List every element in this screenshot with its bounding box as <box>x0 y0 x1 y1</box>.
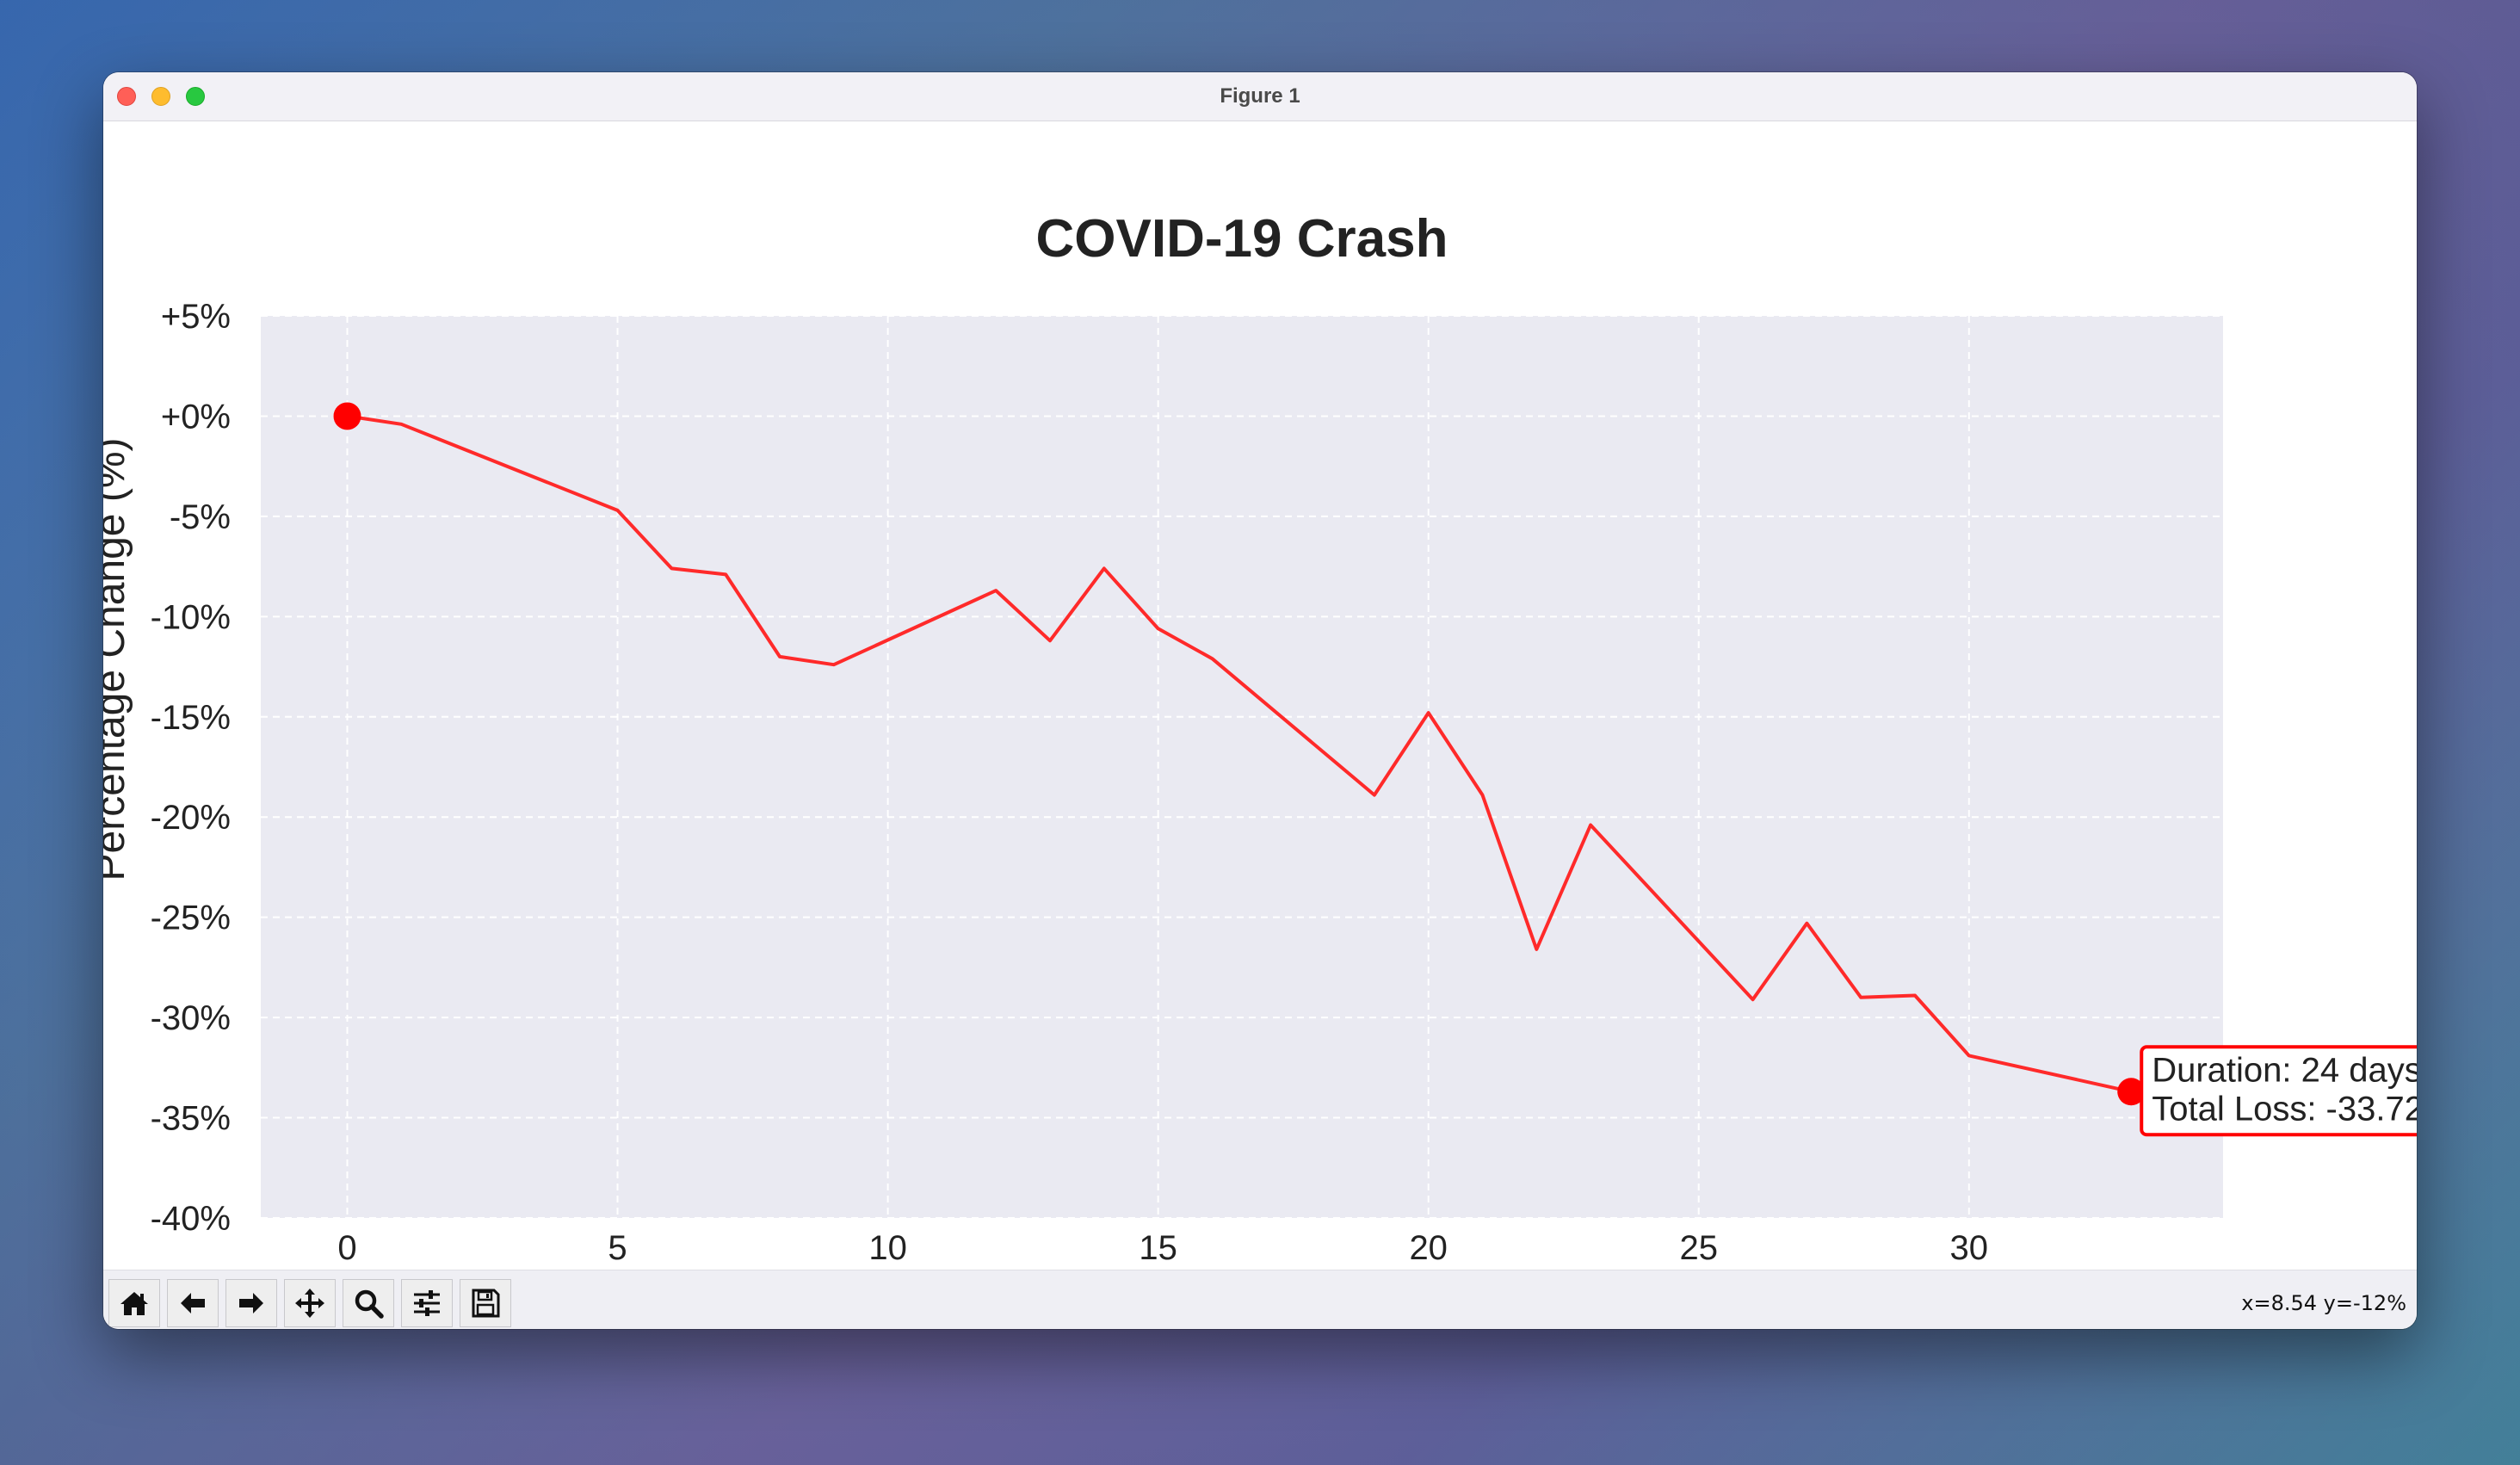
arrow-left-icon <box>181 1293 205 1314</box>
minimize-window-button[interactable] <box>151 87 170 106</box>
line-chart: COVID-19 Crash 0 5 10 15 20 25 30 +5% +0% -5% -10% -… <box>103 209 2417 1267</box>
x-tick-label: 15 <box>1139 1229 1177 1267</box>
y-axis-label: Percentage Change (%) <box>103 438 133 881</box>
plot-area <box>261 316 2223 1218</box>
data-point-marker <box>2117 1078 2146 1106</box>
close-window-button[interactable] <box>117 87 136 106</box>
y-tick-label: -35% <box>151 1100 231 1138</box>
annotation-text: Duration: 24 days <box>2152 1051 2417 1089</box>
forward-button[interactable] <box>225 1279 277 1327</box>
chart-title: COVID-19 Crash <box>1036 209 1448 269</box>
y-tick-label: -30% <box>151 999 231 1037</box>
configure-subplots-button[interactable] <box>401 1279 453 1327</box>
save-button[interactable] <box>460 1279 511 1327</box>
annotation-text: Total Loss: -33.72% <box>2152 1090 2417 1128</box>
cursor-coordinates: x=8.54 y=-12% <box>2241 1291 2406 1315</box>
y-tick-label: -15% <box>151 699 231 737</box>
pan-button[interactable] <box>284 1279 336 1327</box>
home-button[interactable] <box>108 1279 160 1327</box>
back-button[interactable] <box>167 1279 219 1327</box>
annotation-box <box>2140 1045 2417 1137</box>
y-tick-label: +0% <box>161 398 231 436</box>
x-tick-label: 5 <box>608 1229 627 1267</box>
y-tick-label: +5% <box>161 298 231 336</box>
x-tick-label: 30 <box>1950 1229 1989 1267</box>
window-title: Figure 1 <box>1220 84 1300 108</box>
y-tick-label: -10% <box>151 598 231 636</box>
data-point-marker <box>333 402 361 430</box>
y-tick-label: -20% <box>151 799 231 837</box>
figure-canvas[interactable]: COVID-19 Crash 0 5 10 15 20 25 30 +5% +0% -5% -10% -… <box>103 121 2417 1270</box>
window-titlebar: Figure 1 <box>103 72 2417 121</box>
y-tick-label: -5% <box>170 498 231 536</box>
arrow-right-icon <box>239 1293 263 1314</box>
x-tick-label: 0 <box>337 1229 356 1267</box>
floppy-disk-icon <box>472 1289 500 1318</box>
home-icon <box>120 1292 148 1315</box>
series-line <box>347 414 2132 1094</box>
navigation-toolbar: x=8.54 y=-12% <box>103 1270 2417 1329</box>
maximize-window-button[interactable] <box>186 87 205 106</box>
y-tick-label: -40% <box>151 1200 231 1238</box>
x-tick-label: 10 <box>868 1229 906 1267</box>
move-icon <box>295 1289 324 1318</box>
magnifier-icon <box>355 1289 384 1319</box>
x-tick-label: 20 <box>1409 1229 1448 1267</box>
figure-window: Figure 1 COVID-19 Crash 0 5 10 15 20 25 30 +5% +0… <box>103 72 2417 1329</box>
sliders-icon <box>414 1290 440 1316</box>
y-tick-label: -25% <box>151 899 231 937</box>
zoom-button[interactable] <box>343 1279 394 1327</box>
x-tick-label: 25 <box>1679 1229 1718 1267</box>
